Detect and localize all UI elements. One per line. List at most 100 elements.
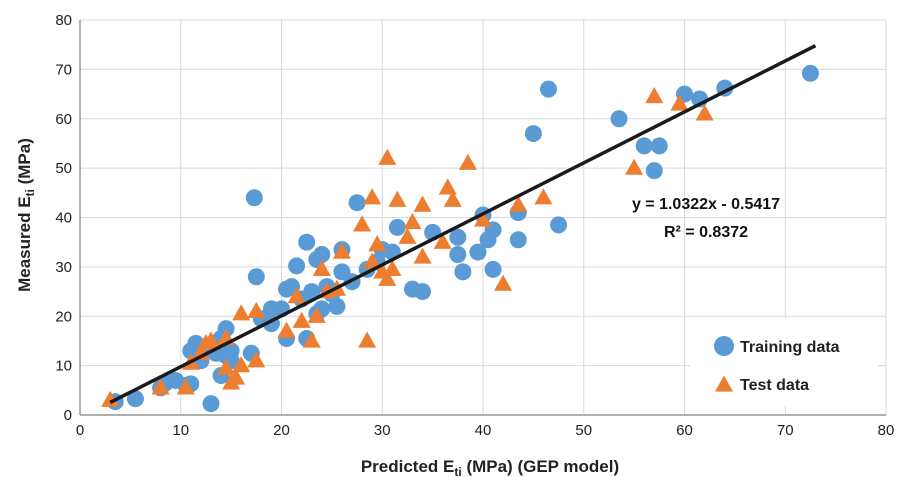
test-data-point (363, 252, 382, 269)
regression-equation: y = 1.0322x - 0.5417 (632, 196, 780, 213)
test-data-point (458, 153, 477, 170)
y-axis-title-rest: (MPa) (15, 138, 34, 189)
test-data-point (247, 301, 266, 318)
test-data-point (645, 87, 664, 104)
training-data-point (303, 283, 321, 301)
x-tick-label: 70 (777, 422, 794, 439)
test-legend-marker (714, 375, 734, 392)
training-data-point (288, 257, 306, 275)
x-axis-ticks: 0 10 20 30 40 50 60 70 80 (76, 422, 895, 439)
test-data-point (332, 242, 351, 259)
training-data-point (509, 231, 527, 249)
x-tick-label: 20 (273, 422, 290, 439)
test-data-point (363, 188, 382, 205)
legend-label-training: Training data (740, 339, 840, 356)
test-data-point (438, 178, 457, 195)
legend-label-test: Test data (740, 377, 809, 394)
training-data-point (217, 320, 235, 338)
training-legend-marker (714, 336, 734, 356)
training-data-point (247, 268, 265, 286)
training-data-point (635, 137, 653, 155)
test-data-point (358, 331, 377, 348)
training-data-point (449, 228, 467, 246)
test-data-point (307, 306, 326, 323)
test-data-point (247, 351, 266, 368)
training-data-point (126, 390, 144, 408)
training-data-point (414, 283, 432, 301)
training-data-point (217, 347, 235, 365)
x-tick-label: 80 (878, 422, 895, 439)
training-data-point (469, 243, 487, 261)
training-data-point (245, 189, 263, 207)
x-tick-label: 10 (172, 422, 189, 439)
test-data-point (368, 235, 387, 252)
test-data-point (101, 390, 120, 407)
training-data-point (388, 218, 406, 236)
test-data-point (695, 104, 714, 121)
test-data-point (509, 195, 528, 212)
test-data-point (433, 232, 452, 249)
test-data-point (534, 188, 553, 205)
y-tick-label: 20 (55, 308, 72, 325)
x-tick-label: 50 (575, 422, 592, 439)
test-data-point (232, 304, 251, 321)
y-axis-title-main: Measured E (15, 196, 34, 291)
training-data-point (484, 260, 502, 278)
x-tick-label: 60 (676, 422, 693, 439)
training-data-point (348, 194, 366, 212)
y-tick-label: 10 (55, 358, 72, 375)
y-tick-label: 0 (64, 407, 72, 424)
training-data-point (645, 162, 663, 180)
test-data-point (413, 247, 432, 264)
test-data-point (378, 148, 397, 165)
training-data-point (524, 125, 542, 143)
x-axis-title-subscript: ti (454, 465, 461, 477)
test-data-point (201, 331, 220, 348)
test-data-point (176, 378, 195, 395)
x-tick-label: 0 (76, 422, 84, 439)
y-tick-label: 30 (55, 259, 72, 276)
y-tick-label: 60 (55, 111, 72, 128)
training-data-point (454, 263, 472, 281)
test-data-point (388, 190, 407, 207)
test-data-point (443, 190, 462, 207)
test-data-point (670, 94, 689, 111)
training-data-point (650, 137, 668, 155)
y-tick-label: 80 (55, 12, 72, 29)
test-data-point (292, 311, 311, 328)
test-data-point (312, 259, 331, 276)
test-data-point (494, 274, 513, 291)
x-axis-title-rest: (MPa) (GEP model) (462, 457, 619, 476)
training-data-point (539, 80, 557, 98)
training-data-point (610, 110, 628, 128)
x-axis-title-main: Predicted E (361, 457, 455, 476)
test-data-point (277, 321, 296, 338)
legend-items (714, 336, 734, 392)
training-data-point (202, 395, 220, 413)
test-data-point (413, 195, 432, 212)
regression-line (109, 44, 817, 404)
test-data-point (383, 259, 402, 276)
training-data-point (328, 297, 346, 315)
test-data-point (398, 227, 417, 244)
test-data-point (625, 158, 644, 175)
x-tick-label: 30 (374, 422, 391, 439)
y-axis-ticks: 0 10 20 30 40 50 60 70 80 (55, 12, 72, 424)
test-data-point (217, 358, 236, 375)
training-data-point (449, 246, 467, 264)
r-squared-label: R² = 0.8372 (664, 224, 748, 241)
test-data-point (473, 210, 493, 227)
test-data-point (232, 356, 251, 373)
test-data-point (403, 212, 422, 230)
test-data-point (378, 269, 397, 286)
test-data-point (151, 378, 170, 395)
y-tick-label: 70 (55, 61, 72, 78)
data-points (101, 64, 819, 413)
x-axis-title: Predicted Eti (MPa) (GEP model) (361, 457, 619, 477)
training-data-point (550, 216, 568, 234)
training-data-point (801, 64, 819, 82)
y-tick-label: 40 (55, 210, 72, 227)
y-axis-title-subscript: ti (23, 189, 37, 196)
test-data-point (353, 215, 372, 232)
